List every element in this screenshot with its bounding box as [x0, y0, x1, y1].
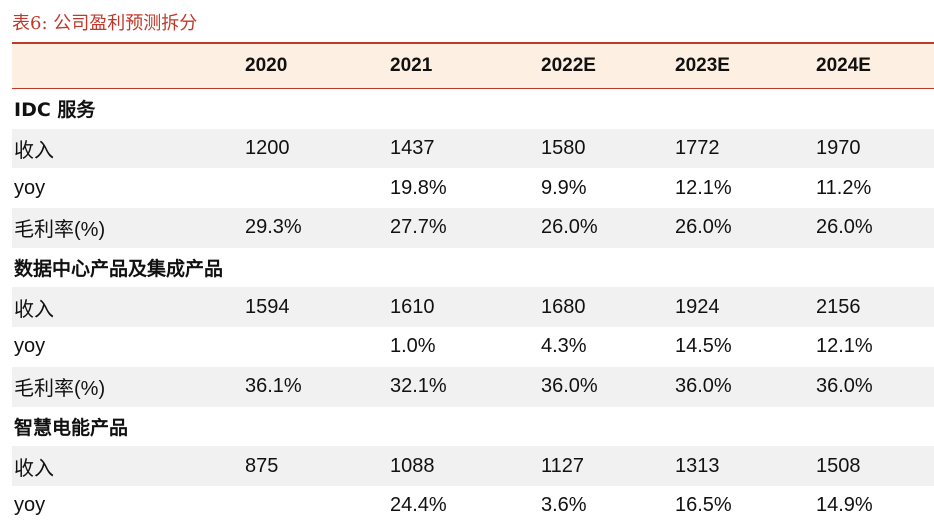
- table-cell: 1594: [245, 295, 290, 318]
- table-cell: 1970: [816, 137, 861, 160]
- header-cell-2021: 2021: [390, 55, 433, 76]
- table-row: 收入 1594 1610 1680 1924 2156: [12, 287, 934, 328]
- table-row: 收入 1200 1437 1580 1772 1970: [12, 128, 934, 169]
- table-header-row: 2020 2021 2022E 2023E 2024E: [12, 44, 934, 89]
- table-row: 收入 875 1088 1127 1313 1508: [12, 446, 934, 486]
- table-caption: 表6: 公司盈利预测拆分: [12, 13, 198, 34]
- table-cell: 26.0%: [541, 216, 598, 239]
- table-cell: 36.0%: [541, 375, 598, 398]
- table-cell: 11.2%: [816, 176, 872, 199]
- section-label: 数据中心产品及集成产品: [14, 258, 224, 281]
- header-cell-2020: 2020: [245, 55, 288, 76]
- table-cell: 1127: [541, 454, 585, 477]
- table-cell: 24.4%: [390, 494, 447, 517]
- table-cell: 3.6%: [541, 494, 587, 517]
- table-cell: 14.5%: [675, 335, 732, 358]
- table-row: 毛利率(%) 29.3% 27.7% 26.0% 26.0% 26.0%: [12, 208, 934, 248]
- forecast-table: 2020 2021 2022E 2023E 2024E IDC 服务 收入 12…: [12, 44, 934, 526]
- table-cell: 2156: [816, 295, 861, 318]
- table-cell: 32.1%: [390, 375, 447, 398]
- table-cell: 14.9%: [816, 494, 873, 517]
- table-cell: 1508: [816, 454, 861, 477]
- row-label: 毛利率(%): [14, 378, 106, 401]
- table-cell: 4.3%: [541, 335, 587, 358]
- table-row: 毛利率(%) 36.1% 32.1% 36.0% 36.0% 36.0%: [12, 366, 934, 407]
- table-cell: 29.3%: [245, 216, 302, 239]
- table-cell: 1680: [541, 295, 586, 318]
- table-cell: 36.0%: [675, 375, 732, 398]
- section-row-idc: IDC 服务: [12, 89, 934, 129]
- table-cell: 1772: [675, 137, 720, 160]
- caption-divider: [12, 42, 934, 44]
- header-cell-2023e: 2023E: [675, 55, 730, 76]
- table-cell: 12.1%: [816, 335, 873, 358]
- table-cell: 1.0%: [390, 335, 436, 358]
- table-cell: 26.0%: [816, 216, 873, 239]
- table-cell: 9.9%: [541, 176, 587, 199]
- table-cell: 1200: [245, 137, 290, 160]
- table-cell: 16.5%: [675, 494, 732, 517]
- row-label: 毛利率(%): [14, 219, 106, 242]
- row-label: yoy: [14, 176, 46, 199]
- table-cell: 19.8%: [390, 176, 447, 199]
- row-label: yoy: [14, 494, 46, 517]
- table-row: yoy 24.4% 3.6% 16.5% 14.9%: [12, 486, 934, 526]
- table-cell: 1610: [390, 295, 435, 318]
- table-cell: 36.1%: [245, 375, 302, 398]
- table-cell: 1437: [390, 137, 435, 160]
- section-label: IDC 服务: [14, 99, 96, 122]
- row-label: 收入: [14, 140, 54, 163]
- table-cell: 875: [245, 454, 279, 477]
- table-cell: 1313: [675, 454, 720, 477]
- section-row-smart-power: 智慧电能产品: [12, 407, 934, 447]
- table-row: yoy 1.0% 4.3% 14.5% 12.1%: [12, 327, 934, 367]
- table-cell: 26.0%: [675, 216, 732, 239]
- header-cell-2024e: 2024E: [816, 55, 871, 76]
- section-row-datacenter: 数据中心产品及集成产品: [12, 248, 934, 288]
- section-label: 智慧电能产品: [14, 416, 129, 439]
- table-cell: 27.7%: [390, 216, 447, 239]
- row-label: 收入: [14, 298, 54, 321]
- header-cell-2022e: 2022E: [541, 55, 596, 76]
- table-cell: 1924: [675, 295, 720, 318]
- row-label: yoy: [14, 335, 46, 358]
- table-row: yoy 19.8% 9.9% 12.1% 11.2%: [12, 168, 934, 208]
- row-label: 收入: [14, 457, 54, 480]
- table-cell: 36.0%: [816, 375, 873, 398]
- table-cell: 1580: [541, 137, 586, 160]
- table-cell: 1088: [390, 454, 435, 477]
- table-cell: 12.1%: [675, 176, 732, 199]
